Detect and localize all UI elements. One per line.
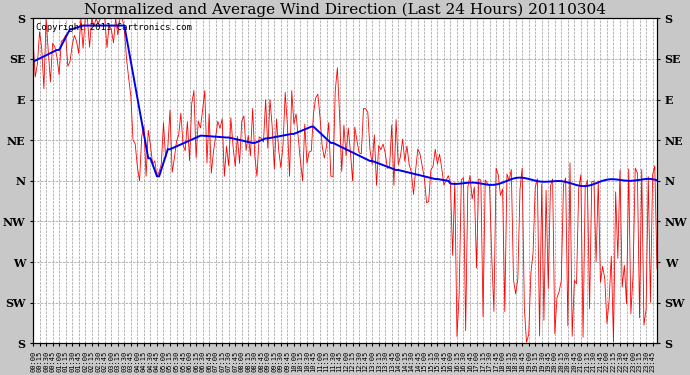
Title: Normalized and Average Wind Direction (Last 24 Hours) 20110304: Normalized and Average Wind Direction (L… [84,3,606,17]
Text: Copyright 2011 Cartronics.com: Copyright 2011 Cartronics.com [36,23,192,32]
